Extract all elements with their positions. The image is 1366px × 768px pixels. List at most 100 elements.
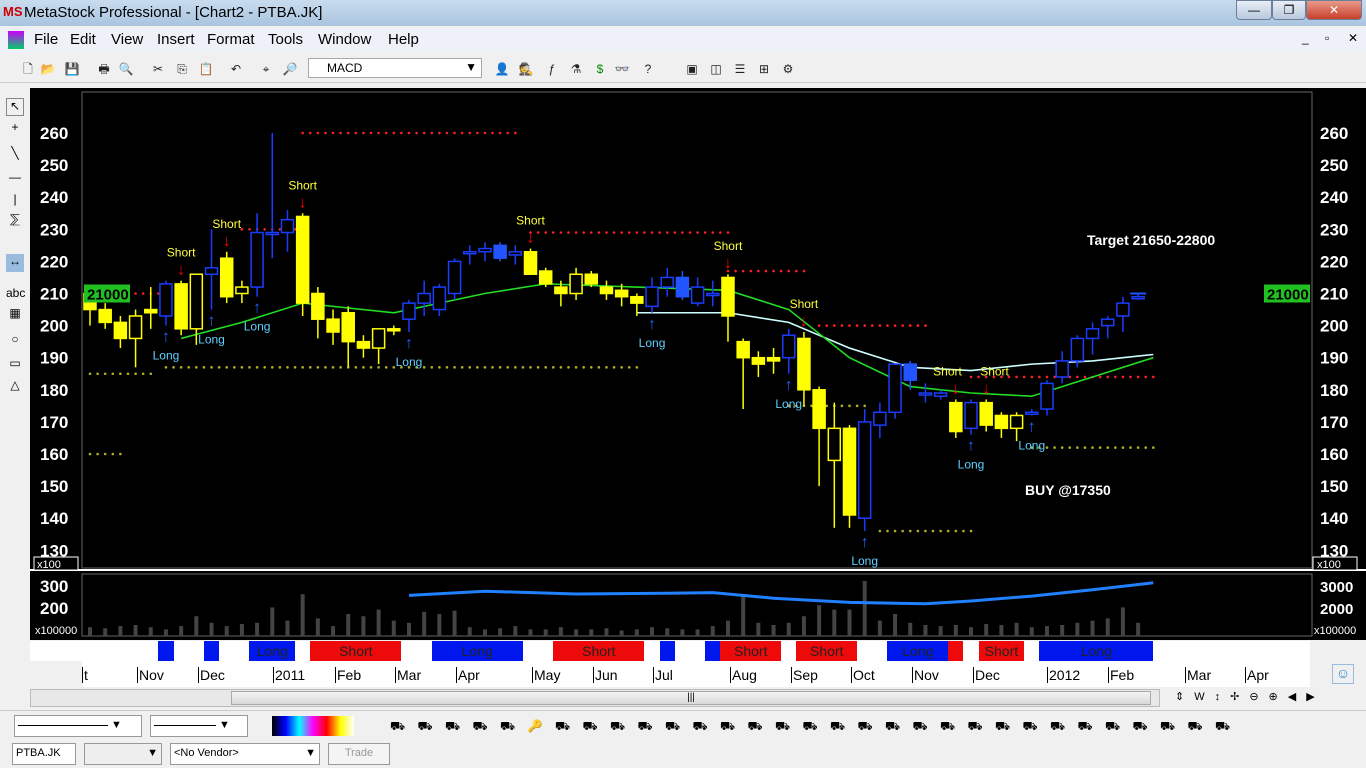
ellipse-icon[interactable]: ○	[11, 332, 19, 346]
object-tool-icon[interactable]: ⛟	[1215, 719, 1231, 733]
undo-icon[interactable]: ↶	[230, 62, 242, 76]
object-tool-icon[interactable]: ⛟	[995, 719, 1011, 733]
menu-insert[interactable]: Insert	[157, 31, 195, 48]
doc-restore-button[interactable]: ▫	[1325, 31, 1330, 45]
horizontal-line-icon[interactable]: —	[9, 170, 21, 184]
save-icon[interactable]: 💾	[64, 62, 80, 76]
doc-close-button[interactable]: ✕	[1348, 31, 1359, 45]
crosshair-icon[interactable]: ⌖	[262, 62, 270, 76]
object-tool-icon[interactable]: ⛟	[637, 719, 653, 733]
menu-file[interactable]: File	[34, 31, 59, 48]
binoculars-icon[interactable]: 👓	[614, 62, 630, 76]
doc-minimize-button[interactable]: _	[1302, 31, 1309, 45]
help-pointer-icon[interactable]: ?	[644, 62, 652, 76]
object-tool-icon[interactable]: ⛟	[940, 719, 956, 733]
object-tool-icon[interactable]: ⛟	[665, 719, 681, 733]
open-icon[interactable]: 📂	[40, 62, 56, 76]
object-tool-icon[interactable]: ⛟	[500, 719, 516, 733]
trendline-icon[interactable]: ╲	[11, 146, 19, 160]
object-tool-icon[interactable]: ⛟	[857, 719, 873, 733]
copy-icon[interactable]: ⎘	[177, 62, 187, 76]
object-tool-icon[interactable]: ⛟	[582, 719, 598, 733]
object-tool-icon[interactable]: ⛟	[1077, 719, 1093, 733]
options-icon[interactable]: ⚙	[782, 62, 794, 76]
smiley-icon[interactable]: ☺	[1332, 664, 1354, 684]
menu-format[interactable]: Format	[207, 31, 255, 48]
scroll-thumb[interactable]: |||	[231, 691, 1151, 705]
explorer-icon[interactable]: 🕵	[518, 62, 534, 76]
object-tool-icon[interactable]: ⛟	[1050, 719, 1066, 733]
tile-grid-icon[interactable]: ⊞	[758, 62, 770, 76]
zoom-icon[interactable]: 🔎	[282, 62, 298, 76]
periodicity-select[interactable]: ▼	[84, 743, 162, 765]
object-tool-icon[interactable]: ⛟	[1132, 719, 1148, 733]
chart-window[interactable]: 260 260 250 250 240 240 230 230 220 220 210 210 200 2…	[30, 88, 1366, 640]
object-tool-icon[interactable]: ⛟	[390, 719, 406, 733]
fibonacci-icon[interactable]: ⅀	[10, 212, 20, 226]
cut-icon[interactable]: ✂	[152, 62, 164, 76]
new-icon[interactable]: 🗋	[23, 62, 33, 76]
grid-tool-icon[interactable]: ▦	[9, 306, 21, 320]
object-tool-icon[interactable]: ⛟	[967, 719, 983, 733]
buy-annotation: BUY @17350	[1025, 482, 1111, 498]
tile-vertical-icon[interactable]: ◫	[710, 62, 722, 76]
object-tool-icon[interactable]: ⛟	[445, 719, 461, 733]
volume-bar	[893, 614, 898, 636]
expert-icon[interactable]: 👤	[494, 62, 510, 76]
minimize-button[interactable]: —	[1236, 0, 1272, 20]
dollar-icon[interactable]: $	[596, 62, 604, 76]
cascade-icon[interactable]: ▣	[686, 62, 698, 76]
menu-edit[interactable]: Edit	[70, 31, 96, 48]
object-tool-icon[interactable]: ⛟	[747, 719, 763, 733]
stop-dot	[536, 231, 540, 234]
menu-window[interactable]: Window	[318, 31, 372, 48]
object-tool-icon[interactable]: ⛟	[1105, 719, 1121, 733]
arrows-icon[interactable]: ↔	[6, 254, 24, 272]
rectangle-icon[interactable]: ▭	[9, 356, 21, 370]
system-tester-icon[interactable]: ⚗	[570, 62, 582, 76]
vendor-select[interactable]: <No Vendor> ▼	[170, 743, 320, 765]
menu-view[interactable]: View	[111, 31, 144, 48]
vertical-line-icon[interactable]: |	[13, 192, 17, 206]
object-tool-icon[interactable]: ⛟	[912, 719, 928, 733]
print-icon[interactable]: 🖶	[98, 62, 110, 76]
tile-horizontal-icon[interactable]: ☰	[734, 62, 746, 76]
horizontal-scrollbar[interactable]: |||	[30, 689, 1160, 707]
maximize-button[interactable]: ❐	[1272, 0, 1306, 20]
symbol-field[interactable]: PTBA.JK	[12, 743, 76, 765]
text-tool-icon[interactable]: abc	[6, 286, 26, 300]
indicator-select[interactable]: MACD ▼	[308, 58, 482, 78]
object-tool-icon[interactable]: ⛟	[1160, 719, 1176, 733]
document-icon[interactable]	[8, 31, 24, 49]
pointer-icon[interactable]: ↖	[6, 98, 24, 116]
line-style-select[interactable]: ▼	[14, 715, 142, 737]
trade-button[interactable]: Trade	[328, 743, 390, 765]
object-tool-icon[interactable]: ⛟	[555, 719, 571, 733]
menu-help[interactable]: Help	[388, 31, 419, 48]
close-button[interactable]: ✕	[1306, 0, 1362, 20]
print-preview-icon[interactable]: 🔍	[118, 62, 134, 76]
paste-icon[interactable]: 📋	[198, 62, 214, 76]
crosshair-tool-icon[interactable]: +	[11, 120, 19, 134]
object-tool-icon[interactable]: ⛟	[885, 719, 901, 733]
price-chart[interactable]: 260 260 250 250 240 240 230 230 220 220 210 210 200 2…	[30, 88, 1366, 640]
object-tool-icon[interactable]: 🔑	[527, 719, 543, 733]
object-tool-icon[interactable]: ⛟	[720, 719, 736, 733]
object-tool-icon[interactable]: ⛟	[775, 719, 791, 733]
menu-tools[interactable]: Tools	[268, 31, 304, 48]
object-tool-icon[interactable]: ⛟	[802, 719, 818, 733]
object-tool-icon[interactable]: ⛟	[1187, 719, 1203, 733]
volume-bar	[255, 622, 260, 636]
object-tool-icon[interactable]: ⛟	[417, 719, 433, 733]
object-tool-icon[interactable]: ⛟	[692, 719, 708, 733]
triangle-icon[interactable]: △	[10, 378, 20, 392]
object-tool-icon[interactable]: ⛟	[1022, 719, 1038, 733]
function-icon[interactable]: ƒ	[548, 62, 556, 76]
zoom-controls[interactable]: ⇕W↕✢⊖⊕◀▶	[1175, 691, 1325, 703]
volume-bar	[1105, 618, 1110, 636]
line-weight-select[interactable]: ▼	[150, 715, 248, 737]
object-tool-icon[interactable]: ⛟	[830, 719, 846, 733]
color-palette[interactable]	[272, 716, 354, 736]
object-tool-icon[interactable]: ⛟	[472, 719, 488, 733]
object-tool-icon[interactable]: ⛟	[610, 719, 626, 733]
